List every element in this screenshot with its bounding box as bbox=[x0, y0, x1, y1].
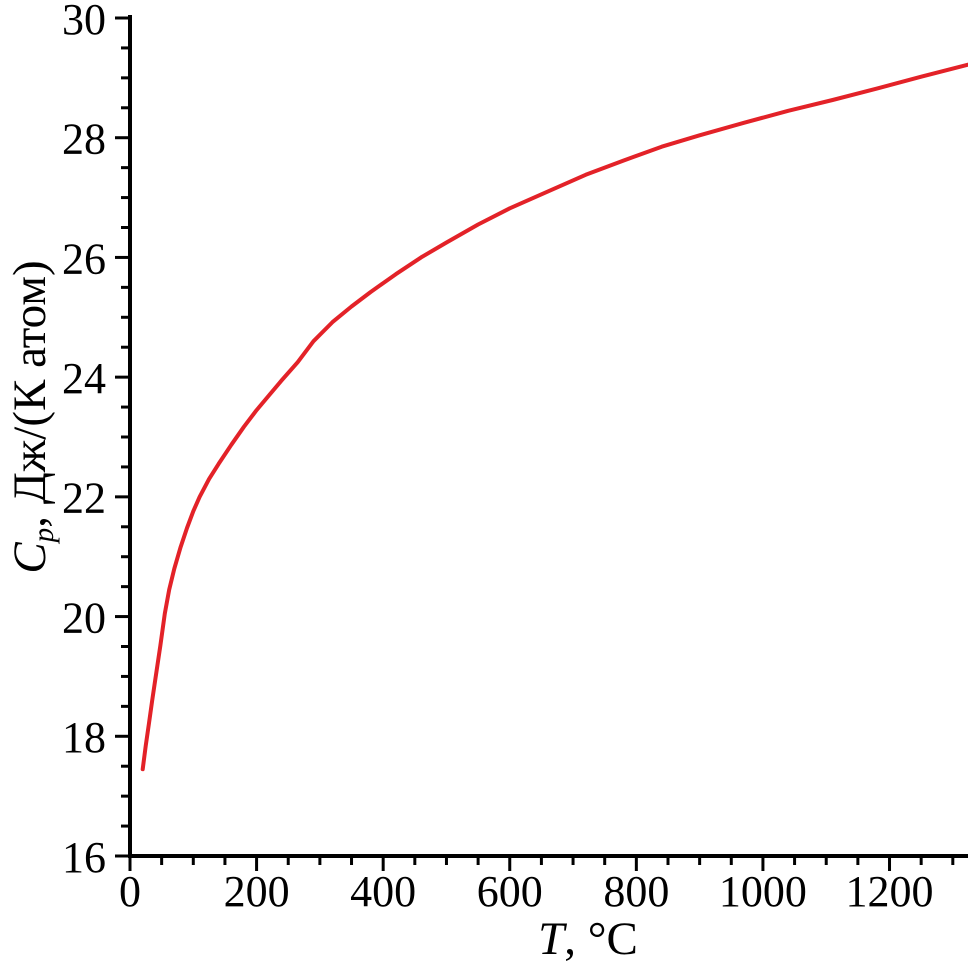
y-axis-units: , Дж/(К атом) bbox=[4, 260, 56, 528]
y-tick-label: 16 bbox=[62, 833, 106, 882]
x-tick-label: 1000 bbox=[719, 867, 807, 916]
y-axis-subscript: p bbox=[28, 527, 61, 543]
x-axis-units: , °C bbox=[564, 913, 638, 965]
x-tick-label: 600 bbox=[477, 867, 543, 916]
y-tick-label: 22 bbox=[62, 474, 106, 523]
y-tick-label: 24 bbox=[62, 354, 106, 403]
x-axis-title: T, °C bbox=[438, 912, 738, 967]
x-tick-label: 400 bbox=[350, 867, 416, 916]
x-tick-label: 800 bbox=[603, 867, 669, 916]
y-tick-label: 28 bbox=[62, 115, 106, 164]
x-tick-label: 0 bbox=[119, 867, 141, 916]
y-tick-label: 30 bbox=[62, 0, 106, 44]
y-axis-symbol: C bbox=[4, 542, 56, 574]
heat-capacity-curve bbox=[140, 62, 968, 772]
y-tick-label: 20 bbox=[62, 593, 106, 642]
y-tick-label: 18 bbox=[62, 713, 106, 762]
x-tick-label: 1200 bbox=[846, 867, 934, 916]
x-axis-symbol: T bbox=[538, 913, 565, 965]
x-tick-label: 200 bbox=[224, 867, 290, 916]
axis-spines bbox=[128, 15, 968, 858]
y-axis-title: Cp, Дж/(К атом) bbox=[0, 207, 60, 627]
y-tick-label: 26 bbox=[62, 234, 106, 283]
